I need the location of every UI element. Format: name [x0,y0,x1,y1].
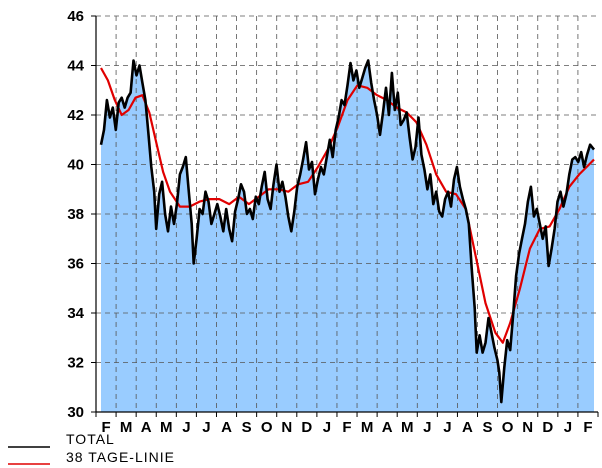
x-tick-label: J [182,419,190,436]
x-tick-label: A [382,419,393,436]
series-line-total [99,59,596,404]
x-tick-label: D [542,419,553,436]
y-tick-labels: 30 32 34 36 38 40 42 44 46 [67,8,84,421]
y-tick-label: 30 [67,404,84,421]
x-tick-label: F [101,419,110,436]
x-tick-label: S [483,419,493,436]
axes-layer [91,15,599,417]
x-tick-label: M [160,419,173,436]
x-tick-label: J [202,419,210,436]
y-tick-label: 38 [67,206,84,223]
legend-label-total: TOTAL [66,431,115,447]
y-tick-label: 44 [67,58,84,75]
x-tick-label: O [261,419,273,436]
y-tick-label: 46 [67,8,84,25]
total-area-layer [101,60,594,412]
x-tick-label: M [361,419,374,436]
legend: TOTAL 38 TAGE-LINIE [8,431,175,465]
x-tick-label: J [423,419,431,436]
x-tick-label: O [502,419,514,436]
x-tick-label: J [564,419,572,436]
x-tick-label: S [242,419,252,436]
x-tick-label: F [342,419,351,436]
x-tick-label: A [462,419,473,436]
y-tick-label: 36 [67,256,84,273]
total-area [101,60,594,412]
x-tick-label: J [443,419,451,436]
x-tick-label: M [120,419,133,436]
x-tick-label: N [522,419,533,436]
x-tick-label: A [141,419,152,436]
x-tick-label: A [221,419,232,436]
y-tick-label: 40 [67,157,84,174]
x-tick-label: D [301,419,312,436]
x-tick-label: N [281,419,292,436]
y-tick-label: 42 [67,107,84,124]
legend-label-ma: 38 TAGE-LINIE [66,449,175,465]
series-layer [99,59,596,404]
x-tick-label: J [323,419,331,436]
y-tick-label: 34 [67,305,84,322]
y-tick-label: 32 [67,355,84,372]
x-tick-label: F [583,419,592,436]
x-tick-label: M [401,419,414,436]
